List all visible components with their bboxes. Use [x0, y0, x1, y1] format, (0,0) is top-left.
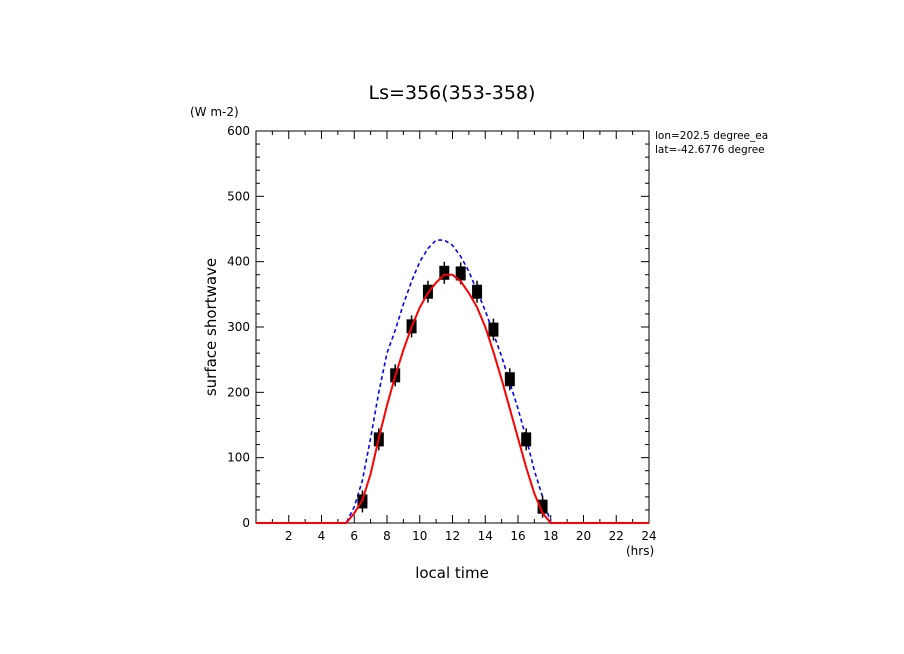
y-tick-label: 300 — [227, 320, 250, 334]
x-tick-label: 24 — [641, 529, 656, 543]
x-tick-label: 6 — [350, 529, 358, 543]
x-tick-label: 18 — [543, 529, 558, 543]
data-point — [488, 318, 499, 341]
y-unit-label: (W m-2) — [190, 105, 239, 119]
annotation-lat: lat=-42.6776 degree — [655, 144, 765, 156]
y-tick-label: 100 — [227, 451, 250, 465]
x-tick-label: 16 — [510, 529, 525, 543]
y-tick-label: 400 — [227, 255, 250, 269]
y-tick-label: 600 — [227, 124, 250, 138]
x-tick-label: 2 — [285, 529, 293, 543]
y-tick-label: 200 — [227, 385, 250, 399]
x-axis-label: local time — [415, 564, 489, 582]
series-line-solid — [256, 273, 649, 524]
x-tick-label: 14 — [478, 529, 493, 543]
y-tick-label: 500 — [227, 189, 250, 203]
chart-title: Ls=356(353-358) — [369, 82, 536, 104]
x-tick-labels: 2 4 6 8 10 12 14 16 18 20 22 24 — [285, 529, 657, 543]
x-tick-label: 10 — [412, 529, 427, 543]
series-line-dashed — [256, 239, 649, 524]
y-tick-label: 0 — [242, 516, 250, 530]
y-tick-labels: 0 100 200 300 400 500 600 — [227, 124, 250, 530]
data-point — [504, 368, 515, 391]
annotation-lon: lon=202.5 degree_ea — [655, 130, 768, 142]
axis-ticks — [255, 130, 650, 524]
data-point — [521, 428, 532, 451]
x-tick-label: 12 — [445, 529, 460, 543]
data-point — [472, 280, 483, 303]
x-tick-label: 8 — [383, 529, 391, 543]
y-axis-label: surface shortwave — [202, 258, 220, 396]
series-layer — [256, 239, 649, 524]
plot-frame — [255, 130, 650, 524]
x-tick-label: 22 — [609, 529, 624, 543]
x-tick-label: 4 — [318, 529, 326, 543]
x-unit-label: (hrs) — [626, 544, 654, 558]
x-tick-label: 20 — [576, 529, 591, 543]
data-point — [439, 261, 450, 284]
